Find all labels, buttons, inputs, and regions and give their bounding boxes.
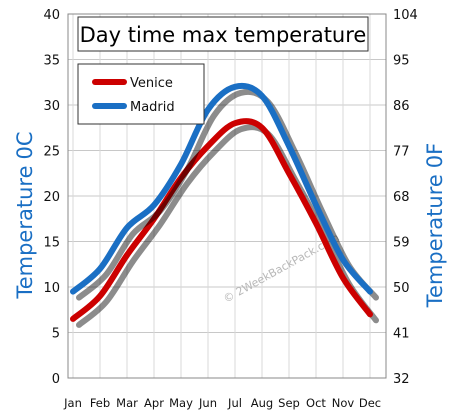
x-tick-label: Sep	[278, 396, 300, 410]
data-point-venice	[260, 126, 264, 130]
y-tick-right: 50	[393, 281, 410, 296]
y-tick-right: 32	[393, 372, 410, 387]
svg-text:Temperature0C: Temperature 0C	[13, 131, 37, 299]
data-point-venice	[368, 312, 372, 316]
x-tick-label: Oct	[306, 396, 326, 410]
x-tick-label: Jun	[198, 396, 217, 410]
legend-box	[77, 63, 205, 125]
y-tick-right: 68	[393, 190, 410, 205]
y-tick-right: 41	[393, 327, 410, 342]
x-tick-label: Dec	[359, 396, 381, 410]
y-tick-right: 104	[393, 8, 418, 23]
data-point-venice	[71, 317, 75, 321]
data-point-venice	[314, 221, 318, 225]
y-tick-left: 15	[43, 236, 60, 251]
data-point-madrid	[152, 203, 156, 207]
x-tick-label: Jan	[63, 396, 82, 410]
x-tick-label: Nov	[332, 396, 355, 410]
chart-title: Day time max temperature	[80, 23, 367, 47]
y-tick-left: 0	[52, 372, 60, 387]
data-point-venice	[206, 144, 210, 148]
data-point-madrid	[206, 108, 210, 112]
right-y-tick-labels: 32 41 50 59 68 77 86 95 104	[393, 8, 418, 387]
y-tick-right: 59	[393, 236, 410, 251]
svg-text:Temperature0F: Temperature 0F	[423, 143, 447, 308]
left-y-tick-labels: 0 5 10 15 20 25 30 35 40	[43, 8, 60, 387]
x-tick-label: Aug	[251, 396, 273, 410]
y-tick-right: 95	[393, 54, 410, 69]
data-point-madrid	[314, 203, 318, 207]
title-box	[77, 16, 369, 52]
x-tick-labels: Jan Feb Mar Apr May Jun Jul Aug Sep Oct Nov Dec	[63, 396, 381, 410]
x-tick-label: May	[169, 396, 193, 410]
series-line-venice	[70, 118, 373, 322]
series-layer	[70, 82, 379, 328]
data-point-madrid	[179, 162, 183, 166]
right-axis-unit: 0F	[423, 143, 447, 168]
x-tick-label: Apr	[144, 396, 164, 410]
right-axis-title: Temperature 0F	[423, 143, 447, 308]
x-tick-label: Jul	[227, 396, 242, 410]
right-axis-label: Temperature	[423, 174, 447, 308]
data-point-venice	[233, 121, 237, 125]
data-point-venice	[287, 171, 291, 175]
y-tick-left: 40	[43, 8, 60, 23]
data-point-venice	[98, 294, 102, 298]
legend: Venice Madrid	[77, 63, 205, 125]
data-point-madrid	[368, 290, 372, 294]
left-axis-unit: 0C	[13, 131, 37, 159]
y-tick-left: 5	[52, 327, 60, 342]
y-tick-left: 20	[43, 190, 60, 205]
x-tick-label: Feb	[90, 396, 110, 410]
y-tick-left: 25	[43, 145, 60, 160]
data-point-venice	[125, 253, 129, 257]
data-point-madrid	[125, 226, 129, 230]
y-tick-left: 30	[43, 99, 60, 114]
data-point-madrid	[260, 94, 264, 98]
data-point-madrid	[71, 290, 75, 294]
y-tick-left: 10	[43, 281, 60, 296]
legend-label-venice: Venice	[130, 76, 173, 91]
x-tick-label: Mar	[116, 396, 138, 410]
series-line-madrid	[70, 82, 373, 295]
y-tick-left: 35	[43, 54, 60, 69]
data-point-madrid	[341, 258, 345, 262]
left-axis-label: Temperature	[13, 166, 37, 300]
left-axis-title: Temperature 0C	[13, 131, 37, 299]
data-point-venice	[341, 276, 345, 280]
y-tick-right: 86	[393, 99, 410, 114]
data-point-madrid	[98, 267, 102, 271]
legend-label-madrid: Madrid	[130, 100, 175, 115]
data-point-madrid	[287, 144, 291, 148]
plot-frame	[67, 13, 387, 379]
y-tick-right: 77	[393, 145, 410, 160]
data-point-madrid	[233, 85, 237, 89]
